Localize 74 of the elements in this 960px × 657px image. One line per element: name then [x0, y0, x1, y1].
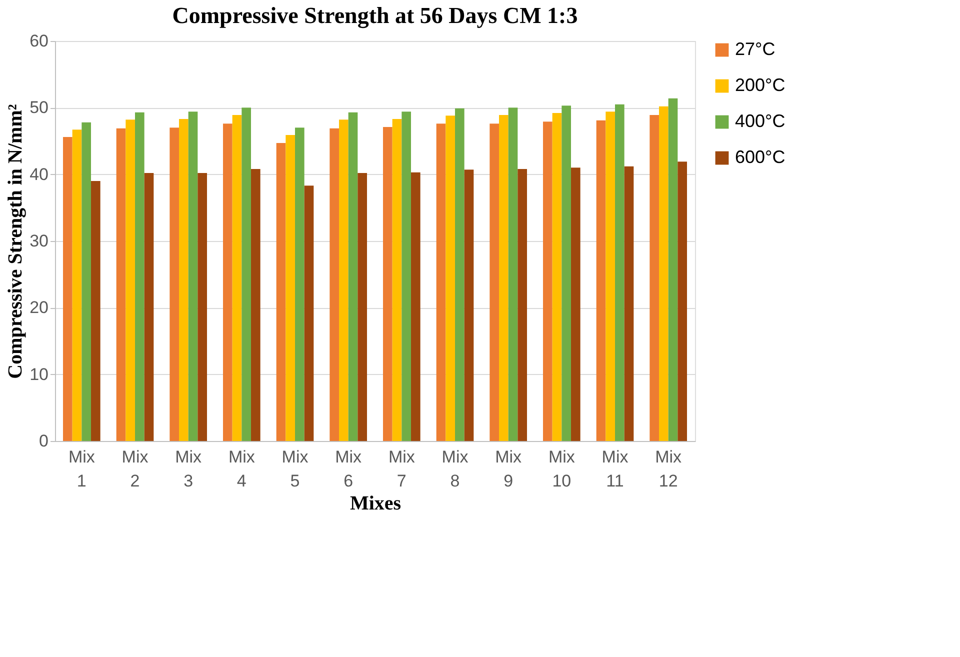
legend-label: 27°C	[735, 39, 776, 59]
bar	[571, 168, 580, 441]
x-tick-label: Mix 3	[175, 448, 202, 490]
bar	[179, 119, 188, 441]
bar	[348, 112, 358, 441]
bar	[358, 173, 367, 441]
bar	[402, 112, 411, 441]
x-tick-label: Mix 1	[68, 448, 96, 490]
x-tick-label: Mix 6	[335, 448, 362, 490]
bar	[126, 120, 135, 441]
x-tick-label: Mix 9	[495, 448, 522, 490]
x-tick-label: Mix 11	[602, 448, 629, 490]
bar	[188, 112, 198, 441]
bar	[63, 137, 72, 441]
bar	[499, 115, 508, 441]
legend-label: 600°C	[735, 147, 786, 167]
bar	[276, 143, 286, 441]
bar	[615, 104, 624, 441]
bar	[624, 166, 634, 441]
y-tick-label: 0	[39, 432, 48, 450]
bar	[339, 120, 348, 441]
bar	[330, 128, 339, 441]
bar	[72, 130, 82, 441]
bar	[508, 108, 518, 441]
bar	[606, 112, 615, 441]
bar	[436, 124, 446, 441]
bar	[170, 128, 179, 441]
bar	[242, 108, 251, 441]
y-tick-label: 10	[30, 364, 48, 384]
y-tick-label: 60	[30, 32, 48, 50]
y-tick-label: 30	[30, 232, 48, 250]
bar	[304, 186, 314, 441]
bar	[543, 122, 552, 441]
bar	[518, 169, 527, 441]
x-tick-label: Mix 5	[282, 448, 309, 490]
bar	[135, 112, 144, 441]
bar	[383, 127, 392, 441]
bar	[596, 120, 606, 441]
legend-label: 400°C	[735, 111, 786, 131]
bar	[446, 116, 455, 441]
bar	[668, 98, 678, 441]
x-axis-title: Mixes	[350, 492, 402, 514]
bar	[286, 135, 295, 441]
legend-label: 200°C	[735, 75, 786, 95]
bar	[144, 173, 154, 441]
x-tick-label: Mix 10	[548, 448, 576, 490]
bar	[116, 128, 126, 441]
y-tick-label: 20	[30, 298, 48, 318]
bar	[198, 173, 207, 441]
x-tick-label: Mix 4	[228, 448, 256, 490]
bar	[411, 172, 420, 441]
bar	[223, 124, 232, 441]
bar	[490, 124, 499, 441]
bar	[82, 122, 91, 441]
bar	[232, 115, 242, 441]
bar	[464, 170, 474, 441]
x-tick-label: Mix 2	[122, 448, 149, 490]
bar	[659, 106, 668, 441]
bar	[455, 108, 464, 441]
x-tick-label: Mix 7	[388, 448, 416, 490]
bar	[251, 169, 260, 441]
bar	[392, 119, 402, 441]
bar	[650, 115, 659, 441]
x-tick-label: Mix 8	[442, 448, 469, 490]
y-tick-label: 50	[30, 98, 48, 118]
chart-title: Compressive Strength at 56 Days CM 1:3	[172, 3, 578, 29]
x-tick-label: Mix 12	[655, 448, 682, 490]
bar	[295, 128, 304, 441]
bar	[552, 113, 562, 441]
y-tick-label: 40	[30, 164, 48, 184]
bar	[562, 106, 571, 441]
y-axis-title: Compressive Strength in N/mm²	[4, 104, 27, 379]
bar	[678, 162, 687, 441]
bar	[91, 181, 100, 441]
